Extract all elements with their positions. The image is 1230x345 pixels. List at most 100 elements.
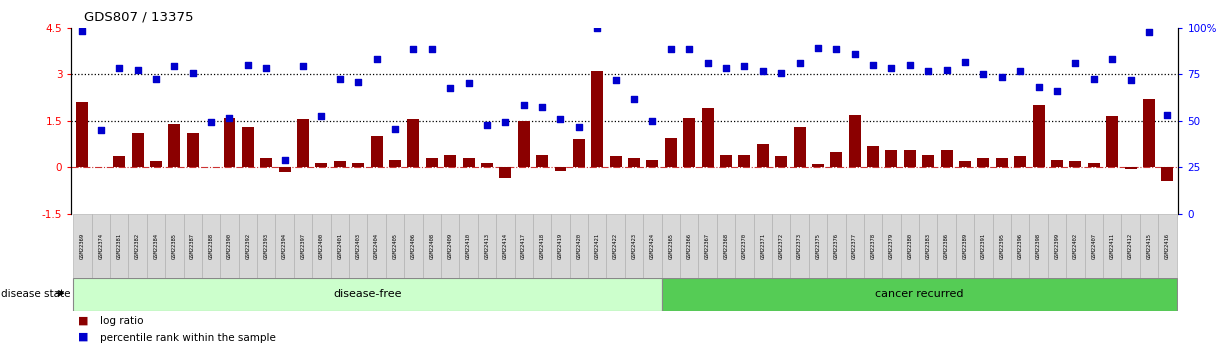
Point: [1139, 29, 1159, 35]
Bar: [496, 214, 514, 278]
Point: [422, 47, 442, 52]
Bar: [1015, 156, 1026, 167]
Bar: [1087, 162, 1100, 167]
Text: GSM22390: GSM22390: [228, 233, 232, 259]
Point: [956, 59, 975, 65]
Text: GSM22377: GSM22377: [852, 233, 857, 259]
Text: GSM22370: GSM22370: [742, 233, 747, 259]
Bar: [974, 214, 993, 278]
Text: GSM22407: GSM22407: [1091, 233, 1096, 259]
Bar: [444, 155, 456, 167]
Point: [385, 126, 405, 131]
Point: [1010, 68, 1030, 74]
Point: [91, 127, 111, 133]
Point: [734, 63, 754, 69]
Text: GSM22378: GSM22378: [871, 233, 876, 259]
Text: GSM22416: GSM22416: [1165, 233, 1170, 259]
Bar: [827, 214, 845, 278]
Bar: [849, 115, 861, 167]
Text: GSM22384: GSM22384: [154, 233, 159, 259]
Bar: [717, 214, 736, 278]
Point: [808, 45, 828, 50]
Bar: [978, 158, 989, 167]
Bar: [242, 127, 253, 167]
Text: GSM22373: GSM22373: [797, 233, 802, 259]
Bar: [1103, 214, 1122, 278]
Bar: [1124, 167, 1137, 169]
Bar: [845, 214, 863, 278]
Point: [845, 51, 865, 57]
Bar: [736, 214, 754, 278]
Bar: [996, 158, 1007, 167]
Text: GSM22422: GSM22422: [613, 233, 619, 259]
Point: [311, 113, 331, 119]
Bar: [183, 214, 202, 278]
Bar: [440, 214, 459, 278]
Text: GSM22382: GSM22382: [135, 233, 140, 259]
Point: [109, 65, 129, 71]
Bar: [863, 214, 882, 278]
Bar: [588, 214, 606, 278]
Bar: [128, 214, 146, 278]
Text: GSM22409: GSM22409: [448, 233, 453, 259]
Point: [606, 78, 626, 83]
Text: GSM22424: GSM22424: [649, 233, 654, 259]
Bar: [867, 146, 879, 167]
Bar: [993, 214, 1011, 278]
Bar: [518, 121, 530, 167]
Text: GSM22392: GSM22392: [245, 233, 251, 259]
Bar: [680, 214, 699, 278]
Bar: [956, 214, 974, 278]
Bar: [555, 167, 567, 171]
Bar: [606, 214, 625, 278]
Bar: [830, 152, 843, 167]
Bar: [370, 136, 383, 167]
Point: [624, 96, 643, 102]
Point: [403, 47, 423, 52]
Text: GSM22383: GSM22383: [926, 233, 931, 259]
Bar: [1085, 214, 1103, 278]
Bar: [1140, 214, 1159, 278]
Bar: [699, 214, 717, 278]
Text: GSM22403: GSM22403: [355, 233, 360, 259]
Point: [882, 65, 902, 71]
Bar: [426, 158, 438, 167]
Text: GSM22365: GSM22365: [668, 233, 673, 259]
Bar: [533, 214, 551, 278]
Bar: [937, 214, 956, 278]
Bar: [315, 162, 327, 167]
Bar: [683, 118, 695, 167]
Bar: [386, 214, 405, 278]
Text: GSM22411: GSM22411: [1109, 233, 1114, 259]
Text: disease state: disease state: [1, 289, 71, 299]
Point: [367, 56, 386, 61]
Text: GSM22380: GSM22380: [908, 233, 913, 259]
Text: GSM22406: GSM22406: [411, 233, 416, 259]
Bar: [941, 150, 952, 167]
Point: [165, 63, 184, 69]
Text: GSM22388: GSM22388: [209, 233, 214, 259]
Bar: [1048, 214, 1066, 278]
Point: [827, 47, 846, 52]
Bar: [886, 150, 898, 167]
Point: [440, 85, 460, 91]
Bar: [647, 159, 658, 167]
Text: GSM22421: GSM22421: [595, 233, 600, 259]
Bar: [625, 214, 643, 278]
Point: [863, 62, 883, 68]
Text: GSM22405: GSM22405: [392, 233, 397, 259]
Text: GDS807 / 13375: GDS807 / 13375: [84, 10, 193, 23]
Bar: [551, 214, 569, 278]
Bar: [389, 159, 401, 167]
Text: disease-free: disease-free: [333, 289, 402, 299]
Point: [348, 79, 368, 85]
Point: [974, 71, 994, 77]
Bar: [459, 214, 477, 278]
Bar: [257, 214, 276, 278]
Text: GSM22369: GSM22369: [80, 233, 85, 259]
Bar: [202, 214, 220, 278]
Bar: [775, 156, 787, 167]
Bar: [405, 214, 423, 278]
Bar: [1066, 214, 1085, 278]
Bar: [224, 118, 235, 167]
